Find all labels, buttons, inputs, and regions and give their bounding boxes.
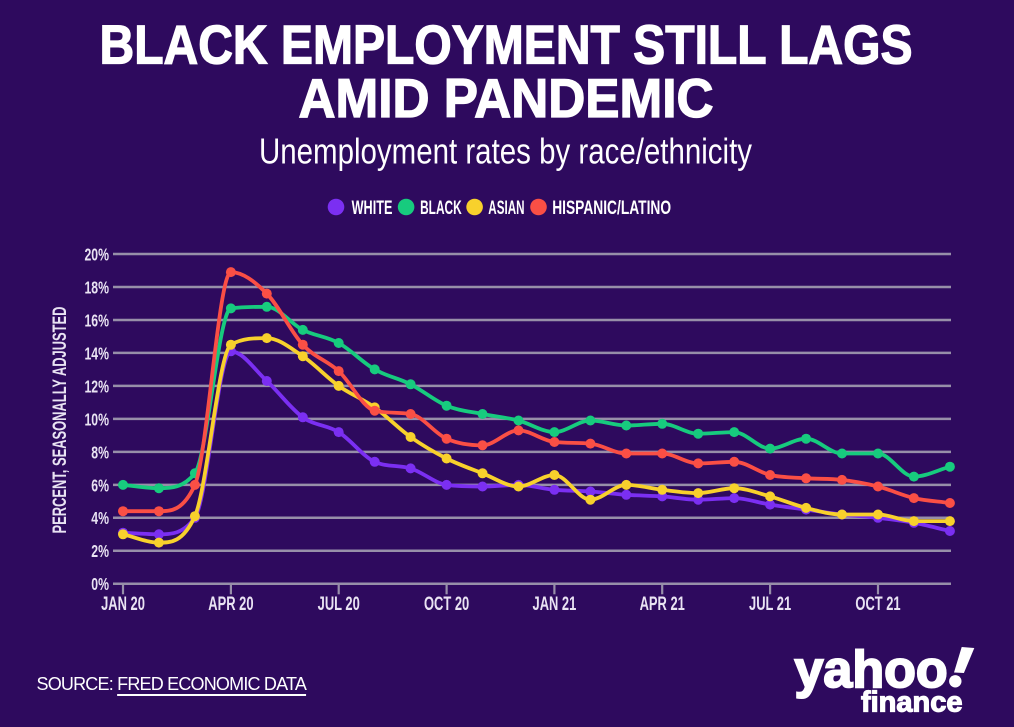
svg-text:yahoo: yahoo [795,641,948,699]
svg-text:finance: finance [861,687,963,719]
svg-text:20%: 20% [84,245,109,265]
svg-text:Unemployment rates by race/eth: Unemployment rates by race/ethnicity [259,131,752,172]
svg-text:PERCENT, SEASONALLY ADJUSTED: PERCENT, SEASONALLY ADJUSTED [50,306,71,533]
svg-text:ASIAN: ASIAN [488,198,524,219]
svg-text:APR 20: APR 20 [208,594,253,615]
svg-text:4%: 4% [91,509,109,529]
svg-text:APR 21: APR 21 [640,594,685,615]
svg-text:OCT 21: OCT 21 [855,594,900,615]
svg-text:6%: 6% [91,476,109,496]
svg-text:14%: 14% [84,344,109,364]
svg-text:0%: 0% [91,575,109,595]
svg-text:JUL 20: JUL 20 [318,594,360,615]
svg-text:JUL 21: JUL 21 [749,594,791,615]
svg-text:JAN 21: JAN 21 [533,594,577,615]
svg-text:WHITE: WHITE [352,198,393,219]
svg-text:12%: 12% [84,377,109,397]
svg-text:8%: 8% [91,443,109,463]
svg-text:2%: 2% [91,542,109,562]
svg-text:16%: 16% [84,311,109,331]
svg-text:BLACK: BLACK [420,198,462,219]
svg-text:18%: 18% [84,278,109,298]
svg-text:10%: 10% [84,410,109,430]
svg-text:BLACK EMPLOYMENT STILL LAGS: BLACK EMPLOYMENT STILL LAGS [100,14,913,76]
svg-text:JAN 20: JAN 20 [101,594,145,615]
svg-text:AMID PANDEMIC: AMID PANDEMIC [299,67,714,129]
svg-text:HISPANIC/LATINO: HISPANIC/LATINO [552,198,671,219]
svg-text:OCT 20: OCT 20 [424,594,469,615]
